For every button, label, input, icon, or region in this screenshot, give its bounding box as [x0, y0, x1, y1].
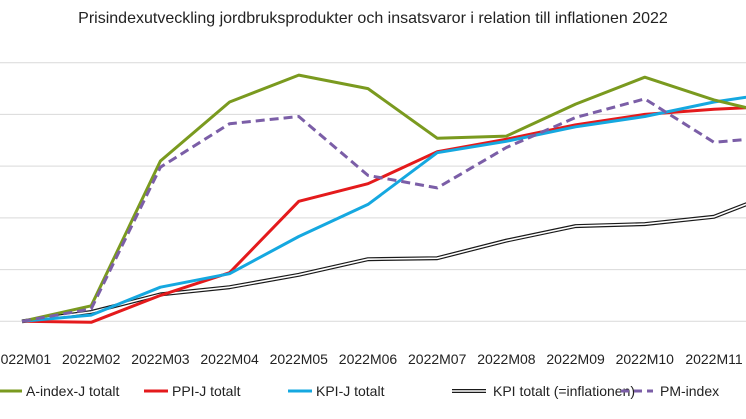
legend-label-ppi-j-totalt: PPI-J totalt [172, 383, 241, 399]
legend-label-pm-index: PM-index [660, 383, 719, 399]
legend: A-index-J totalt PPI-J totalt KPI-J totalt… [0, 383, 719, 399]
gridlines [0, 62, 746, 322]
plot-series [21, 73, 746, 324]
chart-title: Prisindexutveckling jordbruksprodukter o… [78, 10, 668, 27]
series-line-inner-kpi-totalt-inflationen [21, 203, 746, 323]
x-tick-label: 2022M03 [131, 351, 190, 367]
legend-label-kpi-totalt-inflationen: KPI totalt (=inflationen) [493, 383, 635, 399]
x-tick-label: 2022M09 [546, 351, 605, 367]
series-line-a-index-j-totalt [21, 73, 746, 323]
legend-label-a-index-j-totalt: A-index-J totalt [26, 383, 119, 399]
series-line-pm-index [21, 97, 746, 323]
x-tick-label: 2022M02 [62, 351, 121, 367]
x-tick-label: 2022M07 [408, 351, 467, 367]
x-tick-label: 2022M05 [270, 351, 329, 367]
x-tick-label: 2022M08 [477, 351, 536, 367]
series-line-ppi-j-totalt [21, 106, 746, 324]
series-line-kpi-j-totalt [21, 95, 746, 323]
x-tick-label: 2022M06 [339, 351, 398, 367]
x-tick-label: 2022M04 [200, 351, 259, 367]
x-tick-label: 2022M10 [616, 351, 675, 367]
legend-label-kpi-j-totalt: KPI-J totalt [316, 383, 385, 399]
x-tick-label: 2022M11 [685, 351, 743, 367]
